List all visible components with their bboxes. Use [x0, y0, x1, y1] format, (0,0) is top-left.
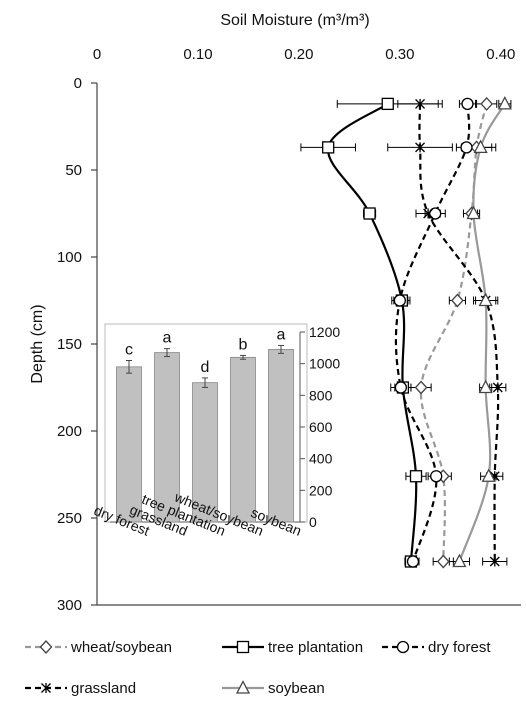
legend-marker	[39, 640, 53, 654]
data-point-triangle	[473, 139, 488, 154]
legend-marker	[396, 640, 410, 654]
y-axis-title: Depth (cm)	[29, 304, 46, 383]
y-tick-label: 200	[57, 423, 82, 440]
data-point-circle	[460, 141, 473, 154]
inset-significance-letter: a	[163, 330, 172, 347]
inset-y-tick-label: 800	[309, 387, 333, 403]
legend: wheat/soybean tree plantation dry forest gr…	[25, 639, 491, 697]
legend-label: soybean	[268, 680, 325, 697]
data-point-square	[409, 470, 423, 483]
legend-item-soybean: soybean	[222, 680, 325, 697]
data-point-x	[415, 98, 426, 109]
data-point-x	[492, 382, 503, 393]
inset-significance-letter: a	[277, 326, 286, 343]
inset-significance-letter: c	[125, 342, 133, 359]
legend-item-grassland: grassland	[25, 680, 136, 697]
y-tick-label: 0	[74, 75, 82, 92]
y-tick-label: 150	[57, 336, 82, 353]
inset-bar	[116, 366, 142, 523]
data-point-circle	[430, 470, 443, 483]
legend-label: wheat/soybean	[70, 639, 172, 656]
inset-y-tick-label: 1000	[309, 356, 340, 372]
data-point-square	[363, 207, 376, 220]
inset-bar	[268, 349, 294, 523]
inset-error-bar	[164, 348, 170, 358]
x-tick-label: 0.20	[284, 46, 313, 63]
series-line-wheat-soybean	[419, 103, 488, 562]
inset-error-bar	[240, 354, 246, 360]
y-tick-label: 250	[57, 510, 82, 527]
inset-significance-letter: b	[239, 336, 248, 353]
data-point-triangle	[478, 292, 493, 307]
inset-bar	[192, 382, 218, 523]
inset-y-tick-label: 200	[309, 482, 333, 498]
legend-label: grassland	[71, 680, 136, 697]
inset-y-tick-label: 1200	[309, 324, 340, 340]
data-point-circle	[429, 207, 442, 220]
legend-marker	[235, 680, 251, 694]
legend-label: tree plantation	[268, 639, 363, 656]
inset-y-tick-label: 0	[309, 514, 317, 530]
data-point-triangle	[452, 553, 467, 568]
data-point-x	[489, 556, 500, 567]
legend-item-dry-forest: dry forest	[382, 639, 491, 656]
y-tick-label: 50	[65, 162, 82, 179]
series-line-dry-forest	[394, 103, 471, 562]
legend-marker	[236, 640, 250, 654]
legend-item-wheat-soybean: wheat/soybean	[25, 639, 172, 656]
data-point-circle	[393, 294, 407, 307]
data-point-triangle	[497, 95, 512, 110]
inset-bar	[230, 356, 256, 523]
data-point-diamond	[414, 380, 428, 395]
data-point-square	[322, 141, 335, 154]
x-tick-label: 0.10	[183, 46, 212, 63]
data-point-circle	[461, 97, 474, 111]
inset-error-bar	[126, 360, 132, 374]
data-point-circle	[394, 381, 408, 394]
legend-item-tree-plantation: tree plantation	[222, 639, 363, 656]
inset-y-tick-label: 400	[309, 451, 333, 467]
data-point-square	[381, 97, 394, 111]
lines-layer	[300, 95, 512, 569]
data-point-diamond	[480, 96, 494, 111]
inset-error-bar	[202, 377, 208, 388]
axes-layer: 0 0.10 0.20 0.30 0.40 0 50 100 150 200 250 300 Soil …	[29, 12, 521, 614]
y-tick-label: 100	[57, 249, 82, 266]
data-point-diamond	[436, 554, 450, 569]
data-point-x	[423, 208, 434, 219]
x-tick-label: 0.30	[385, 46, 414, 63]
data-point-triangle	[466, 205, 481, 220]
data-point-x	[415, 142, 426, 153]
data-point-triangle	[481, 468, 496, 482]
x-tick-label: 0	[93, 46, 101, 63]
y-tick-label: 300	[57, 597, 82, 614]
data-point-circle	[406, 555, 420, 568]
series-line-tree-plantation	[327, 102, 418, 562]
x-tick-label: 0.40	[486, 46, 515, 63]
data-point-diamond	[451, 293, 464, 308]
x-axis-title: Soil Moisture (m³/m³)	[220, 12, 369, 29]
legend-marker	[41, 683, 51, 693]
legend-label: dry forest	[428, 639, 491, 656]
data-point-triangle	[478, 379, 493, 394]
inset-y-tick-label: 600	[309, 419, 333, 435]
series-line-soybean	[458, 103, 506, 562]
inset-error-bar	[278, 344, 284, 354]
inset-significance-letter: d	[201, 359, 210, 376]
